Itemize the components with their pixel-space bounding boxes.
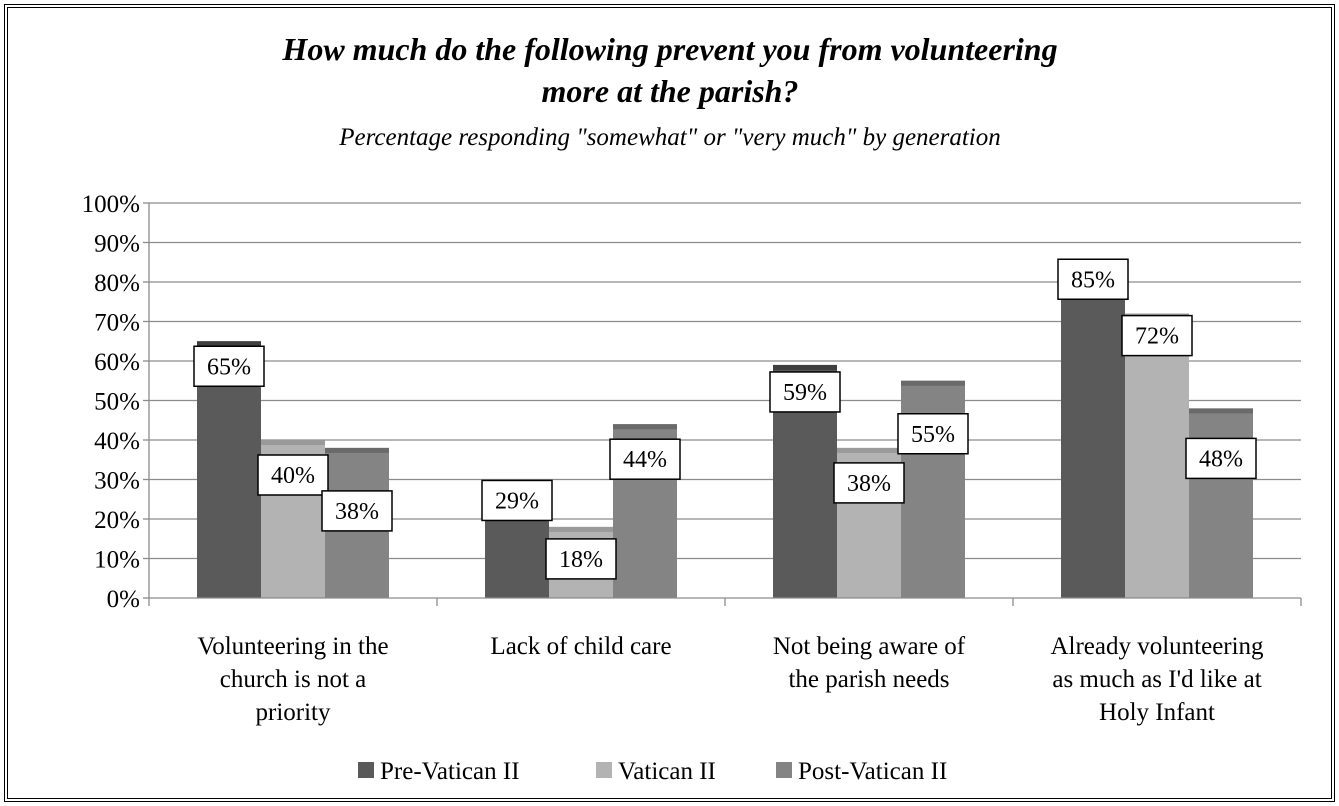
category-label: Volunteering in the — [197, 633, 388, 660]
y-tick-label: 60% — [94, 349, 140, 376]
bar — [1125, 313, 1189, 598]
y-tick-label: 70% — [94, 310, 140, 337]
category-label: church is not a — [220, 666, 366, 693]
data-label-box — [257, 454, 329, 496]
legend-swatch — [596, 762, 612, 778]
bar-top-edge — [901, 380, 965, 386]
legend-label: Pre-Vatican II — [380, 758, 520, 785]
data-label-box — [481, 479, 553, 522]
data-label: 65% — [207, 354, 251, 380]
data-label: 38% — [335, 499, 379, 525]
chart-frame: How much do the following prevent you fr… — [4, 4, 1335, 802]
data-label-box — [1121, 314, 1193, 357]
data-label: 29% — [495, 488, 539, 514]
data-label-box — [545, 538, 617, 580]
category-label: Already volunteering — [1050, 633, 1264, 660]
data-label-box — [193, 345, 265, 387]
y-tick-label: 30% — [94, 468, 140, 495]
bar-top-edge — [773, 364, 837, 370]
y-tick-label: 50% — [94, 389, 140, 416]
bar-top-edge — [549, 526, 613, 532]
bar-chart: How much do the following prevent you fr… — [82, 31, 1302, 785]
bar — [1061, 262, 1125, 598]
chart-title-line-1: How much do the following prevent you fr… — [281, 31, 1057, 67]
y-tick-label: 20% — [94, 507, 140, 534]
bar — [1189, 408, 1253, 598]
data-label-box — [1185, 437, 1257, 480]
chart-subtitle: Percentage responding "somewhat" or "ver… — [338, 124, 1001, 151]
y-tick-label: 0% — [107, 586, 140, 613]
data-label: 40% — [271, 463, 315, 489]
data-label-box — [609, 438, 681, 480]
legend: Pre-Vatican II Vatican II Post-Vatican II — [358, 758, 947, 785]
bars — [197, 262, 1253, 598]
category-label: Lack of child care — [490, 633, 671, 660]
data-label: 59% — [783, 380, 827, 406]
category-label: Not being aware of — [773, 633, 966, 660]
bar-top-edge — [325, 447, 389, 453]
category-label: as much as I'd like at — [1052, 666, 1261, 693]
bar-top-edge — [613, 424, 677, 430]
data-label: 55% — [911, 422, 955, 448]
data-labels: 65% 40% 38% 29% 18% 44% 59% 38% 55% 85% 72% 48% — [193, 258, 1257, 580]
data-label-box — [833, 462, 905, 504]
y-tick-label: 100% — [82, 191, 140, 218]
chart-title-line-2: more at the parish? — [542, 73, 799, 109]
bar-top-edge — [1189, 408, 1253, 414]
category-label: priority — [256, 699, 331, 726]
legend-label: Vatican II — [618, 758, 716, 785]
data-label: 44% — [623, 447, 667, 473]
legend-swatch — [776, 762, 792, 778]
y-tick-label: 80% — [94, 270, 140, 297]
y-tick-label: 10% — [94, 547, 140, 574]
data-label-box — [1057, 258, 1129, 300]
legend-label: Post-Vatican II — [798, 758, 947, 785]
data-label: 85% — [1071, 267, 1115, 293]
category-label: the parish needs — [788, 666, 949, 693]
y-tick-label: 90% — [94, 231, 140, 258]
data-label-box — [897, 413, 969, 455]
data-label: 48% — [1199, 446, 1243, 472]
y-tick-label: 40% — [94, 428, 140, 455]
data-label-box — [321, 490, 393, 532]
bar-top-edge — [837, 447, 901, 453]
y-axis: 0% 10% 20% 30% 40% 50% 60% 70% 80% 90% 100% — [82, 191, 150, 613]
data-label: 18% — [559, 547, 603, 573]
data-label-box — [769, 371, 841, 413]
legend-swatch — [358, 762, 374, 778]
bar-top-edge — [197, 341, 261, 347]
data-label: 72% — [1135, 324, 1179, 350]
bar-top-edge — [261, 440, 325, 445]
x-axis: Volunteering in the church is not a priori… — [148, 597, 1302, 726]
data-label: 38% — [847, 471, 891, 497]
category-label: Holy Infant — [1099, 699, 1215, 726]
